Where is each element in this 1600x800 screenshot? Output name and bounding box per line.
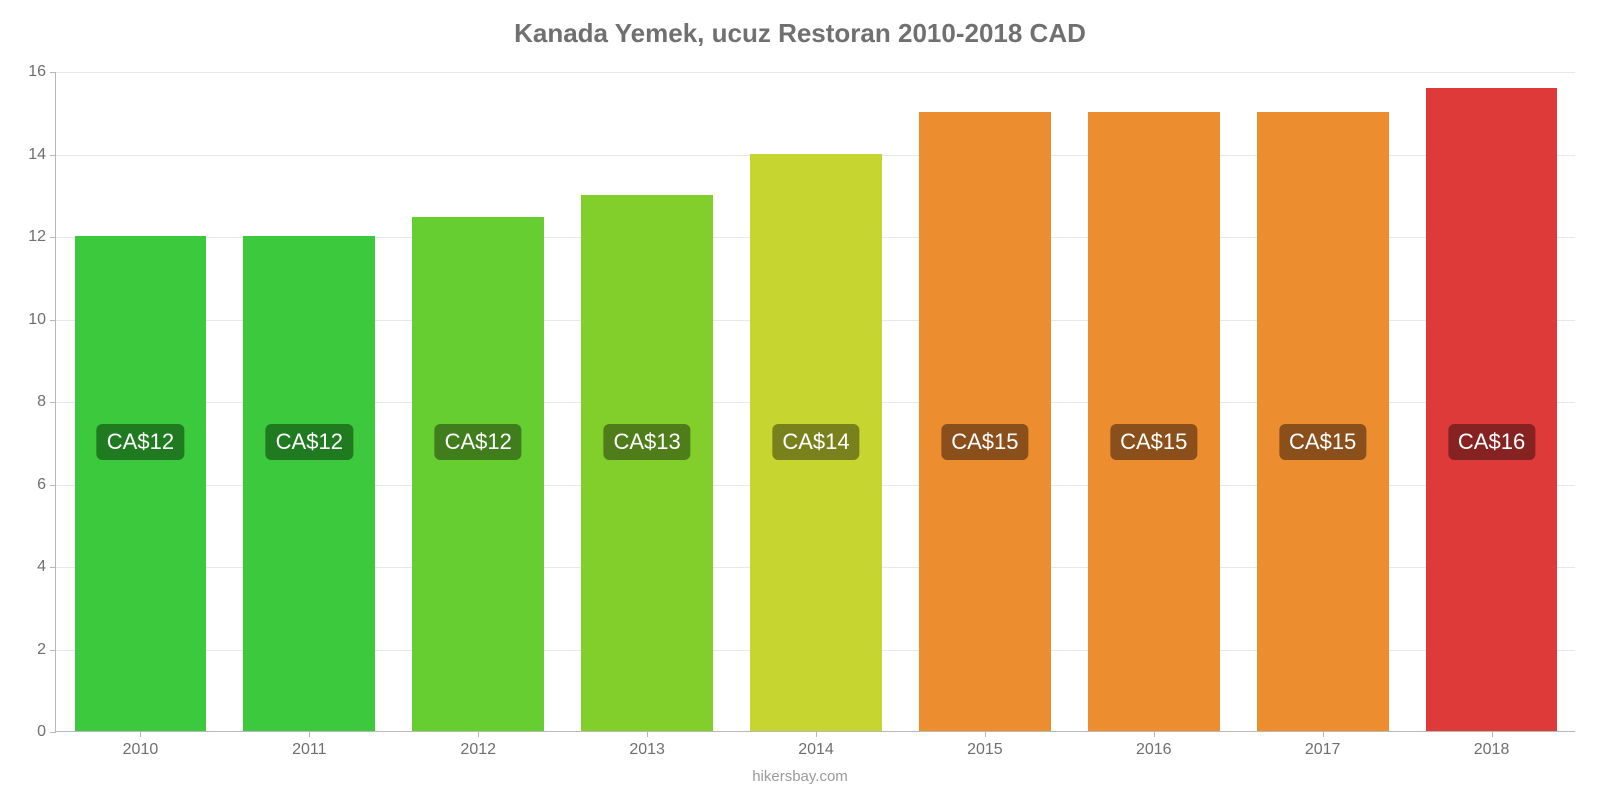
x-tick-label: 2013 [629,731,665,759]
x-tick-label: 2017 [1305,731,1341,759]
x-tick-label: 2012 [460,731,496,759]
bar-value-label: CA$12 [266,424,353,460]
x-tick-label: 2014 [798,731,834,759]
x-tick-label: 2015 [967,731,1003,759]
y-tick-label: 8 [37,393,56,411]
bar: CA$15 [1088,112,1220,731]
y-tick-label: 2 [37,641,56,659]
x-tick-label: 2016 [1136,731,1172,759]
bar-value-label: CA$14 [772,424,859,460]
y-tick-label: 6 [37,476,56,494]
plot-area: 0246810121416CA$122010CA$122011CA$122012… [55,72,1575,732]
y-tick-label: 12 [28,228,56,246]
credit-text: hikersbay.com [752,768,848,785]
bar: CA$13 [581,195,713,731]
bar-value-label: CA$12 [97,424,184,460]
gridline [56,72,1575,73]
bar: CA$12 [75,236,207,731]
y-tick-label: 16 [28,63,56,81]
y-tick-label: 4 [37,558,56,576]
bar-value-label: CA$15 [941,424,1028,460]
y-tick-label: 10 [28,311,56,329]
y-tick-label: 14 [28,146,56,164]
x-tick-label: 2010 [123,731,159,759]
chart-title: Kanada Yemek, ucuz Restoran 2010-2018 CA… [0,0,1600,49]
y-tick-label: 0 [37,723,56,741]
bar: CA$16 [1426,88,1558,732]
bar-value-label: CA$15 [1110,424,1197,460]
bar-value-label: CA$16 [1448,424,1535,460]
bar: CA$12 [412,217,544,731]
chart-area: 0246810121416CA$122010CA$122011CA$122012… [55,72,1575,732]
bar: CA$15 [919,112,1051,731]
bar: CA$14 [750,154,882,732]
bar: CA$15 [1257,112,1389,731]
bar-value-label: CA$13 [603,424,690,460]
bar-value-label: CA$12 [435,424,522,460]
bar-value-label: CA$15 [1279,424,1366,460]
x-tick-label: 2018 [1474,731,1510,759]
bar: CA$12 [243,236,375,731]
x-tick-label: 2011 [292,731,326,759]
